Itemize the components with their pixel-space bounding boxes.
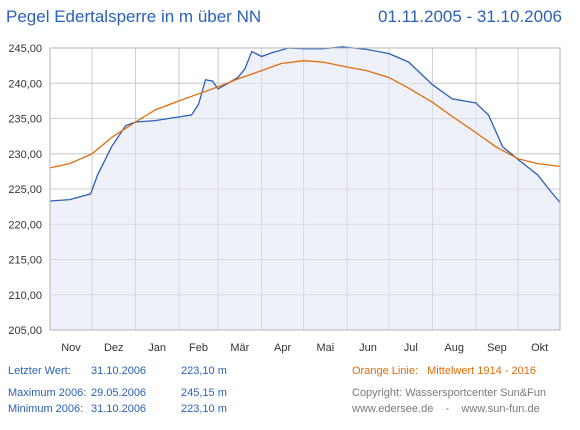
x-tick-label: Aug (444, 342, 464, 354)
y-tick-label: 240,00 (8, 78, 42, 90)
y-tick-label: 225,00 (8, 184, 42, 196)
x-tick-label: Jan (148, 342, 166, 354)
legend-block: Orange Linie: Mittelwert 1914 - 2016 Cop… (352, 363, 546, 417)
x-tick-label: Sep (487, 342, 507, 354)
x-tick-label: Apr (274, 342, 291, 354)
y-tick-label: 235,00 (8, 114, 42, 126)
x-tick-label: Mai (316, 342, 334, 354)
minimum-label: Minimum 2006: (8, 403, 84, 415)
minimum-value: 223,10 m (181, 403, 227, 415)
x-tick-label: Jun (359, 342, 377, 354)
minimum-date: 31.10.2006 (91, 403, 147, 415)
plot-frame (49, 47, 561, 331)
y-tick-label: 230,00 (8, 149, 42, 161)
y-tick-label: 205,00 (8, 325, 42, 337)
x-tick-label: Okt (531, 342, 548, 354)
last-value-label: Letzter Wert: (8, 365, 71, 377)
y-tick-label: 215,00 (8, 255, 42, 267)
x-tick-label: Mär (230, 342, 249, 354)
maximum-date: 29.05.2006 (91, 387, 147, 399)
chart-title: Pegel Edertalsperre in m über NN (6, 7, 262, 26)
y-tick-label: 220,00 (8, 219, 42, 231)
x-tick-label: Dez (104, 342, 124, 354)
x-tick-label: Jul (404, 342, 418, 354)
y-tick-label: 245,00 (8, 43, 42, 55)
last-value: 223,10 m (181, 365, 227, 377)
orange-line-text: Mittelwert 1914 - 2016 (427, 365, 536, 377)
stats-block: Letzter Wert: 31.10.2006 223,10 m Maximu… (8, 363, 238, 417)
date-range: 01.11.2005 - 31.10.2006 (377, 7, 562, 26)
maximum-label: Maximum 2006: (8, 387, 87, 399)
copyright: Copyright: Wassersportcenter Sun&Fun (352, 387, 547, 399)
orange-line-label: Orange Linie: (352, 365, 419, 377)
y-tick-label: 210,00 (8, 290, 42, 302)
last-value-date: 31.10.2006 (91, 365, 147, 377)
maximum-value: 245,15 m (181, 387, 227, 399)
x-tick-label: Nov (61, 342, 81, 354)
website-links: www.edersee.de - www.sun-fun.de (352, 403, 540, 415)
x-tick-label: Feb (189, 342, 208, 354)
